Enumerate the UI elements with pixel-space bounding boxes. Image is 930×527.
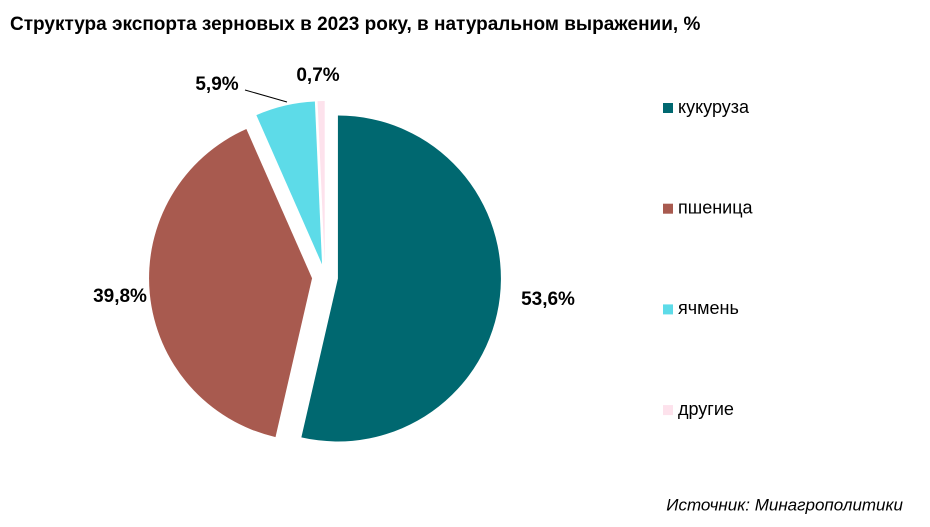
legend-swatch <box>663 304 673 315</box>
legend-label: кукуруза <box>678 97 750 117</box>
legend-label: другие <box>678 399 734 419</box>
legend-label: пшеница <box>678 197 754 217</box>
pie-slice <box>317 101 325 265</box>
pie-slice <box>301 115 501 442</box>
legend-swatch <box>663 203 673 214</box>
legend-label: ячмень <box>678 298 739 318</box>
leader-line <box>244 89 288 103</box>
pie-slice <box>149 129 313 438</box>
legend-swatch <box>663 405 673 416</box>
value-label: 39,8% <box>93 286 147 307</box>
source: Источник: Минагрополитики <box>666 495 903 514</box>
legend-swatch <box>663 103 673 113</box>
value-label: 53,6% <box>521 289 575 310</box>
value-label: 5,9% <box>195 74 238 95</box>
chart-title: Структура экспорта зерновых в 2023 року,… <box>10 14 700 35</box>
value-label: 0,7% <box>296 65 339 86</box>
pie-slice <box>256 101 323 265</box>
